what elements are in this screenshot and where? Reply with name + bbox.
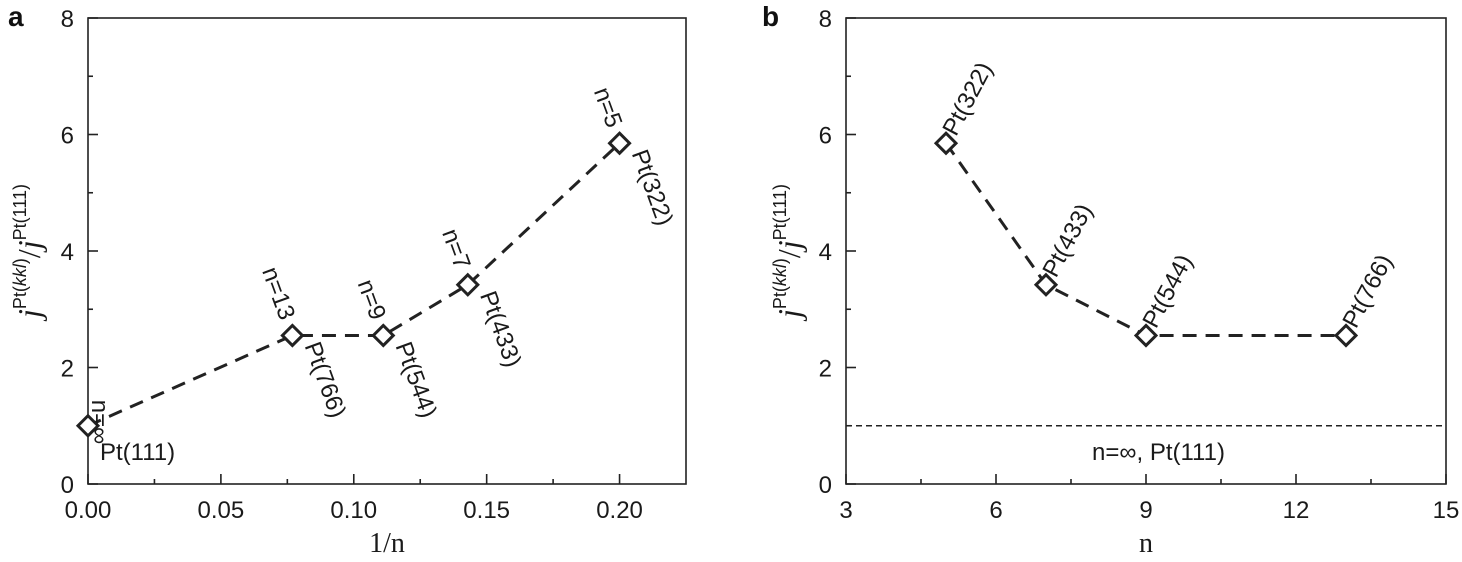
x-tick-label: 12 [1283,497,1310,524]
x-tick-label: 0.20 [596,497,643,524]
surface-label: Pt(322) [626,146,678,229]
n-label: n=9 [352,276,391,323]
n-label: n=7 [436,225,475,272]
x-tick-label: 0.05 [198,497,245,524]
data-point-marker [1033,272,1059,297]
y-tick-label: 8 [819,6,832,33]
series-line [87,142,621,428]
y-tick-label: 0 [819,472,832,499]
panel-b: b 0 2 4 6 8 3 6 9 12 15 n jPt(kkl)/jPt(111) n=∞, Pt(1… [762,1,1459,559]
n-label: n=13 [256,263,300,323]
x-axis-label: 1/n [369,528,405,559]
x-tick-label: 15 [1433,497,1460,524]
data-point-marker [607,131,632,156]
y-axis-label: jPt(kkl)/jPt(111) [770,184,807,322]
y-tick-label: 6 [61,123,74,150]
x-tick-label: 0.00 [65,497,112,524]
y-tick-label: 6 [819,123,832,150]
y-tick-label: 4 [819,239,832,266]
x-tick-label: 0.15 [463,497,510,524]
data-point-marker [933,131,959,156]
reference-line-label: n=∞, Pt(111) [1092,439,1225,466]
data-point-marker [75,413,101,438]
surface-label: Pt(766) [299,338,351,421]
x-tick-label: 3 [839,497,852,524]
n-label: n=∞ [86,400,113,444]
x-tick-label: 0.10 [330,497,377,524]
surface-label: Pt(544) [390,338,442,421]
n-label: n=5 [588,84,627,131]
panel-a: a 0 2 4 6 8 0.00 0.05 0.10 0.15 0.20 1/n jPt(kkl)/jP… [8,1,687,559]
data-point-marker [455,272,480,297]
surface-label: Pt(766) [1337,250,1398,332]
panel-letter: b [762,1,779,32]
surface-label: Pt(433) [474,288,526,371]
surface-label: Pt(433) [1037,199,1098,281]
plot-frame [845,17,1447,485]
y-tick-label: 2 [61,356,74,383]
y-tick-label: 0 [61,472,74,499]
y-tick-label: 2 [819,356,832,383]
data-point-marker [1333,323,1359,348]
data-point-marker [1133,323,1159,348]
y-tick-label: 8 [61,6,74,33]
plot-frame [87,17,687,485]
x-axis-label: n [1139,528,1153,559]
y-tick-label: 4 [61,239,74,266]
data-point-marker [371,323,396,348]
data-point-marker [280,323,305,348]
surface-label: Pt(111) [100,439,175,466]
y-axis-label: jPt(kkl)/jPt(111) [10,184,47,322]
surface-label: Pt(322) [937,58,998,140]
panel-letter: a [8,1,24,32]
surface-label: Pt(544) [1137,250,1198,332]
x-tick-label: 6 [989,497,1002,524]
x-tick-label: 9 [1139,497,1152,524]
